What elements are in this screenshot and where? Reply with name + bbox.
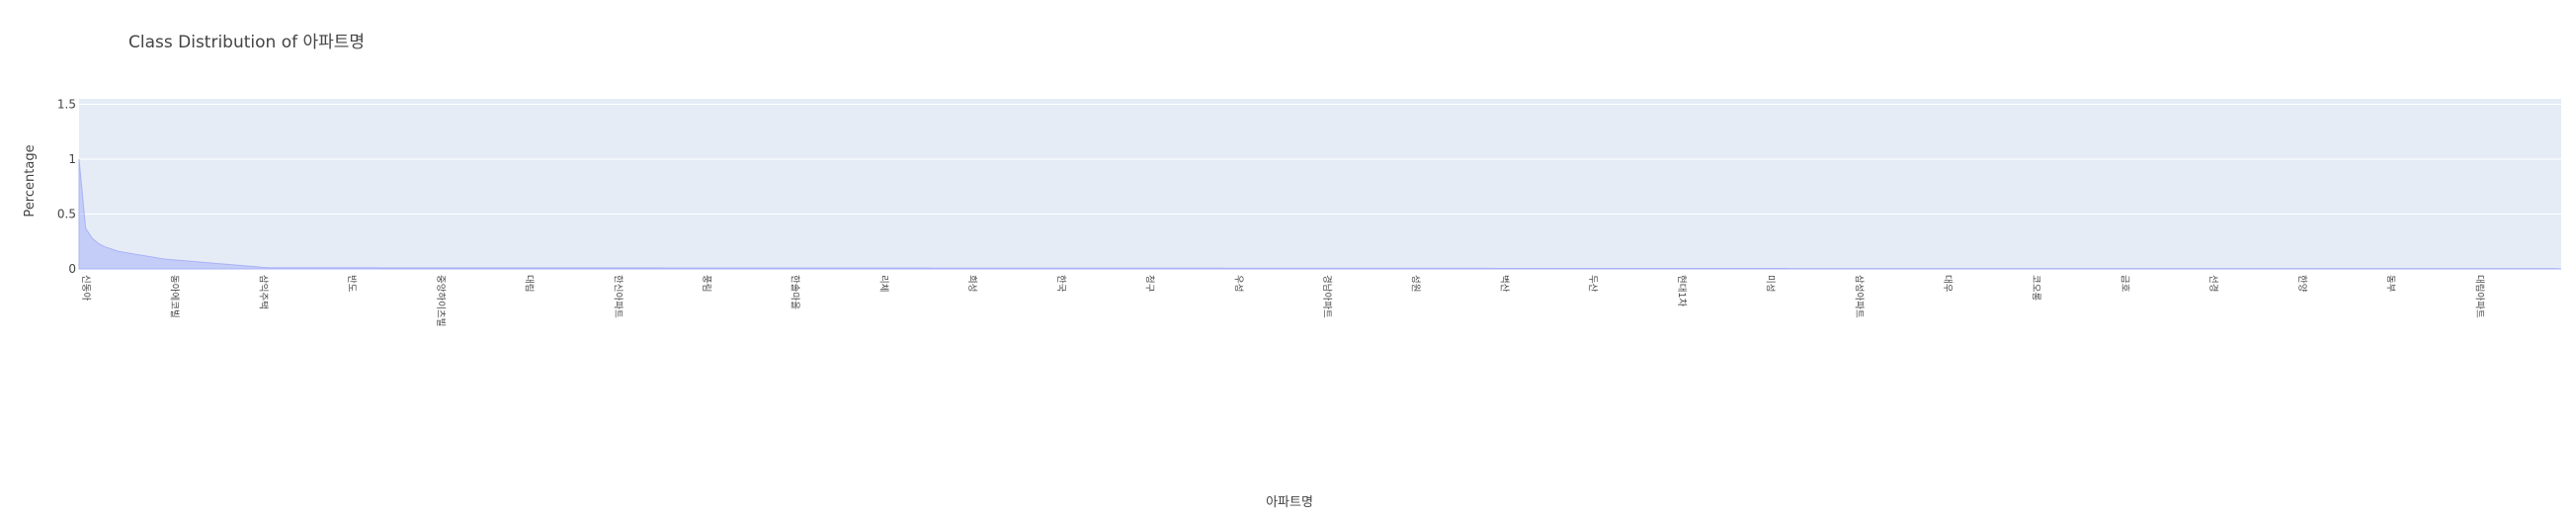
y-tick-label: 1.5 [57, 98, 76, 112]
y-axis-ticks: 0 0.5 1 1.5 [57, 98, 76, 276]
x-tick-label: 반도 [346, 275, 357, 293]
x-tick-label: 풍림 [701, 275, 712, 292]
y-tick-label: 1 [68, 152, 76, 166]
x-tick-label: 대림아파트 [2473, 275, 2485, 318]
y-axis-title: Percentage [23, 144, 38, 216]
x-tick-label: 금호 [2119, 275, 2129, 293]
x-tick-label: 한양 [2296, 275, 2307, 293]
x-tick-label: 경남아파트 [1321, 275, 1333, 318]
x-tick-label: 성원 [1410, 275, 1421, 292]
x-tick-label: 대림 [524, 275, 536, 292]
x-tick-label: 미성 [1765, 275, 1776, 292]
x-tick-label: 코오롱 [2031, 275, 2041, 301]
plot-area[interactable] [78, 99, 2562, 270]
x-tick-label: 리체 [877, 275, 888, 292]
x-tick-label: 삼성아파트 [1853, 275, 1864, 318]
x-tick-label: 벽산 [1498, 275, 1509, 293]
x-tick-label: 희성 [966, 275, 977, 292]
x-tick-label: 동아에코빌 [169, 275, 180, 318]
x-tick-label: 대우 [1942, 275, 1953, 293]
plot-background [79, 99, 2561, 269]
x-axis-title: 아파트명 [1266, 495, 1313, 510]
x-tick-label: 청구 [1144, 275, 1155, 293]
x-tick-label: 신동아 [80, 275, 91, 301]
x-tick-label: 선경 [2207, 275, 2219, 292]
x-tick-label: 한국 [1055, 275, 1066, 293]
x-tick-label: 우성 [1232, 275, 1243, 292]
x-tick-label: 한신아파트 [612, 275, 623, 318]
x-axis-ticks: 신동아 동아에코빌 삼익주택 반도 중앙하이츠빌 대림 한신아파트 풍림 한솔마을 리체 희성 한국 청… [80, 275, 2485, 326]
x-tick-label: 동부 [2385, 275, 2396, 293]
x-tick-label: 한솔마을 [789, 275, 800, 309]
x-tick-label: 현대1차 [1676, 275, 1688, 307]
x-tick-label: 삼익주택 [257, 275, 269, 309]
x-tick-label: 두산 [1587, 275, 1598, 293]
chart-title: Class Distribution of 아파트명 [128, 33, 365, 52]
x-tick-label: 중앙하이츠빌 [435, 275, 447, 326]
y-tick-label: 0.5 [57, 208, 76, 221]
series-area[interactable] [78, 158, 2562, 270]
y-tick-label: 0 [68, 262, 76, 276]
